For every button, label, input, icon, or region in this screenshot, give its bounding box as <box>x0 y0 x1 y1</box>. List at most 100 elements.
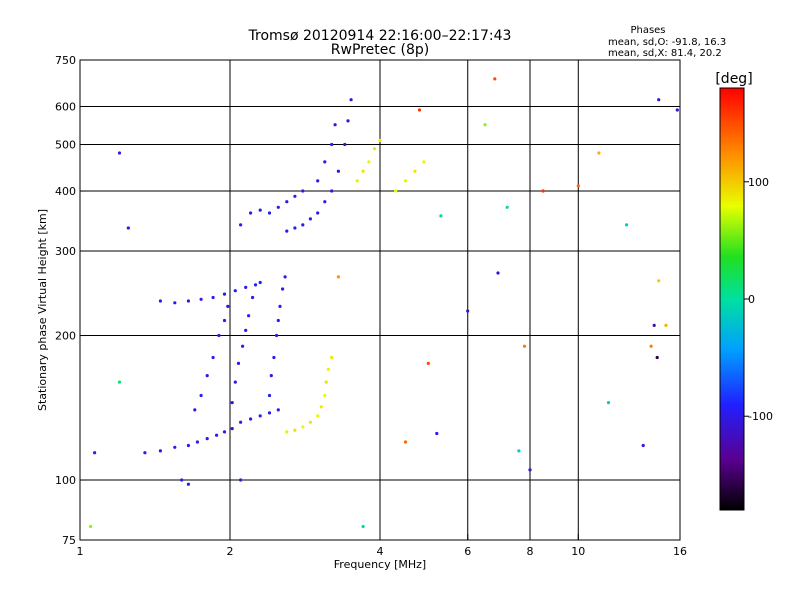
data-point <box>126 226 130 230</box>
data-point <box>308 420 312 424</box>
data-point <box>597 151 601 155</box>
data-point <box>217 333 221 338</box>
data-point <box>293 194 297 198</box>
data-point <box>193 408 197 412</box>
data-point <box>222 430 227 434</box>
data-point <box>496 271 500 275</box>
data-point <box>251 295 255 300</box>
colorbar-ticks: 100 0 -100 <box>744 176 773 423</box>
data-point <box>330 189 334 193</box>
data-point <box>173 301 177 305</box>
data-point <box>378 138 382 142</box>
data-point <box>330 142 334 147</box>
data-point <box>267 393 272 398</box>
data-point <box>233 380 237 384</box>
data-point <box>625 223 629 227</box>
data-point <box>89 524 93 529</box>
data-point <box>239 223 243 227</box>
data-point <box>269 374 273 378</box>
data-point <box>293 226 297 230</box>
data-point <box>372 147 377 151</box>
data-point <box>173 445 177 449</box>
data-point <box>117 151 122 155</box>
data-point <box>143 451 147 455</box>
data-point <box>316 211 320 215</box>
data-point <box>333 123 337 127</box>
y-tick-label: 750 <box>55 54 76 67</box>
phases-line-x: mean, sd,X: 81.4, 20.2 <box>608 48 722 59</box>
x-axis-ticks: 1 2 4 6 8 10 16 <box>77 534 687 558</box>
data-point <box>528 468 532 472</box>
data-point <box>649 344 653 348</box>
y-tick-label: 100 <box>55 474 76 487</box>
data-point <box>241 344 245 348</box>
x-tick-label: 16 <box>673 545 687 558</box>
data-point <box>664 323 668 327</box>
data-points <box>89 77 679 529</box>
data-point <box>275 333 279 338</box>
data-point <box>657 279 661 283</box>
data-point <box>267 411 272 415</box>
data-point <box>316 179 320 183</box>
data-point <box>211 355 215 360</box>
data-point <box>205 437 209 441</box>
data-point <box>336 275 340 279</box>
data-point <box>247 314 251 318</box>
data-point <box>505 205 509 209</box>
data-point <box>186 299 190 303</box>
data-point <box>330 355 334 360</box>
data-point <box>403 440 408 444</box>
y-tick-label: 500 <box>55 139 76 152</box>
y-tick-label: 200 <box>55 330 76 343</box>
data-point <box>276 408 280 412</box>
data-point <box>215 433 219 437</box>
data-point <box>361 169 365 173</box>
phases-heading: Phases <box>630 25 665 36</box>
data-point <box>675 108 679 112</box>
data-point <box>258 414 262 418</box>
data-point <box>283 275 287 279</box>
data-point <box>652 323 656 327</box>
data-point <box>541 189 545 193</box>
data-point <box>301 189 305 193</box>
data-point <box>522 344 527 348</box>
data-point <box>93 451 97 455</box>
data-point <box>641 443 645 448</box>
data-point <box>483 123 487 127</box>
y-axis-ticks: 75 100 200 300 400 500 600 750 <box>55 54 86 547</box>
data-point <box>239 420 243 424</box>
data-point <box>324 380 328 384</box>
data-point <box>233 289 237 293</box>
data-point <box>249 417 253 421</box>
data-point <box>195 440 199 444</box>
data-point <box>199 393 203 398</box>
y-axis-label: Stationary phase Virtual Height [km] <box>36 209 49 411</box>
data-point <box>285 200 289 204</box>
data-point <box>323 160 327 164</box>
data-point <box>355 179 359 183</box>
data-point <box>343 142 347 147</box>
chart-subtitle: RwPretec (8p) <box>331 42 429 58</box>
colorbar-tick-label: 0 <box>748 293 755 306</box>
data-point <box>249 211 253 215</box>
data-point <box>211 295 215 300</box>
data-point <box>493 77 497 81</box>
data-point <box>180 478 184 482</box>
data-point <box>435 431 439 436</box>
data-point <box>606 401 611 405</box>
y-tick-label: 600 <box>55 101 76 114</box>
data-point <box>239 478 243 482</box>
data-point <box>323 393 327 398</box>
data-point <box>205 374 209 378</box>
colorbar-unit-label: [deg] <box>715 71 752 87</box>
data-point <box>417 108 422 112</box>
x-tick-label: 10 <box>571 545 585 558</box>
data-point <box>301 223 305 227</box>
y-tick-label: 75 <box>62 534 76 547</box>
data-point <box>158 299 162 303</box>
data-point <box>276 205 280 209</box>
data-point <box>466 309 470 313</box>
x-tick-label: 4 <box>377 545 384 558</box>
data-point <box>403 179 408 183</box>
data-point <box>361 524 365 529</box>
